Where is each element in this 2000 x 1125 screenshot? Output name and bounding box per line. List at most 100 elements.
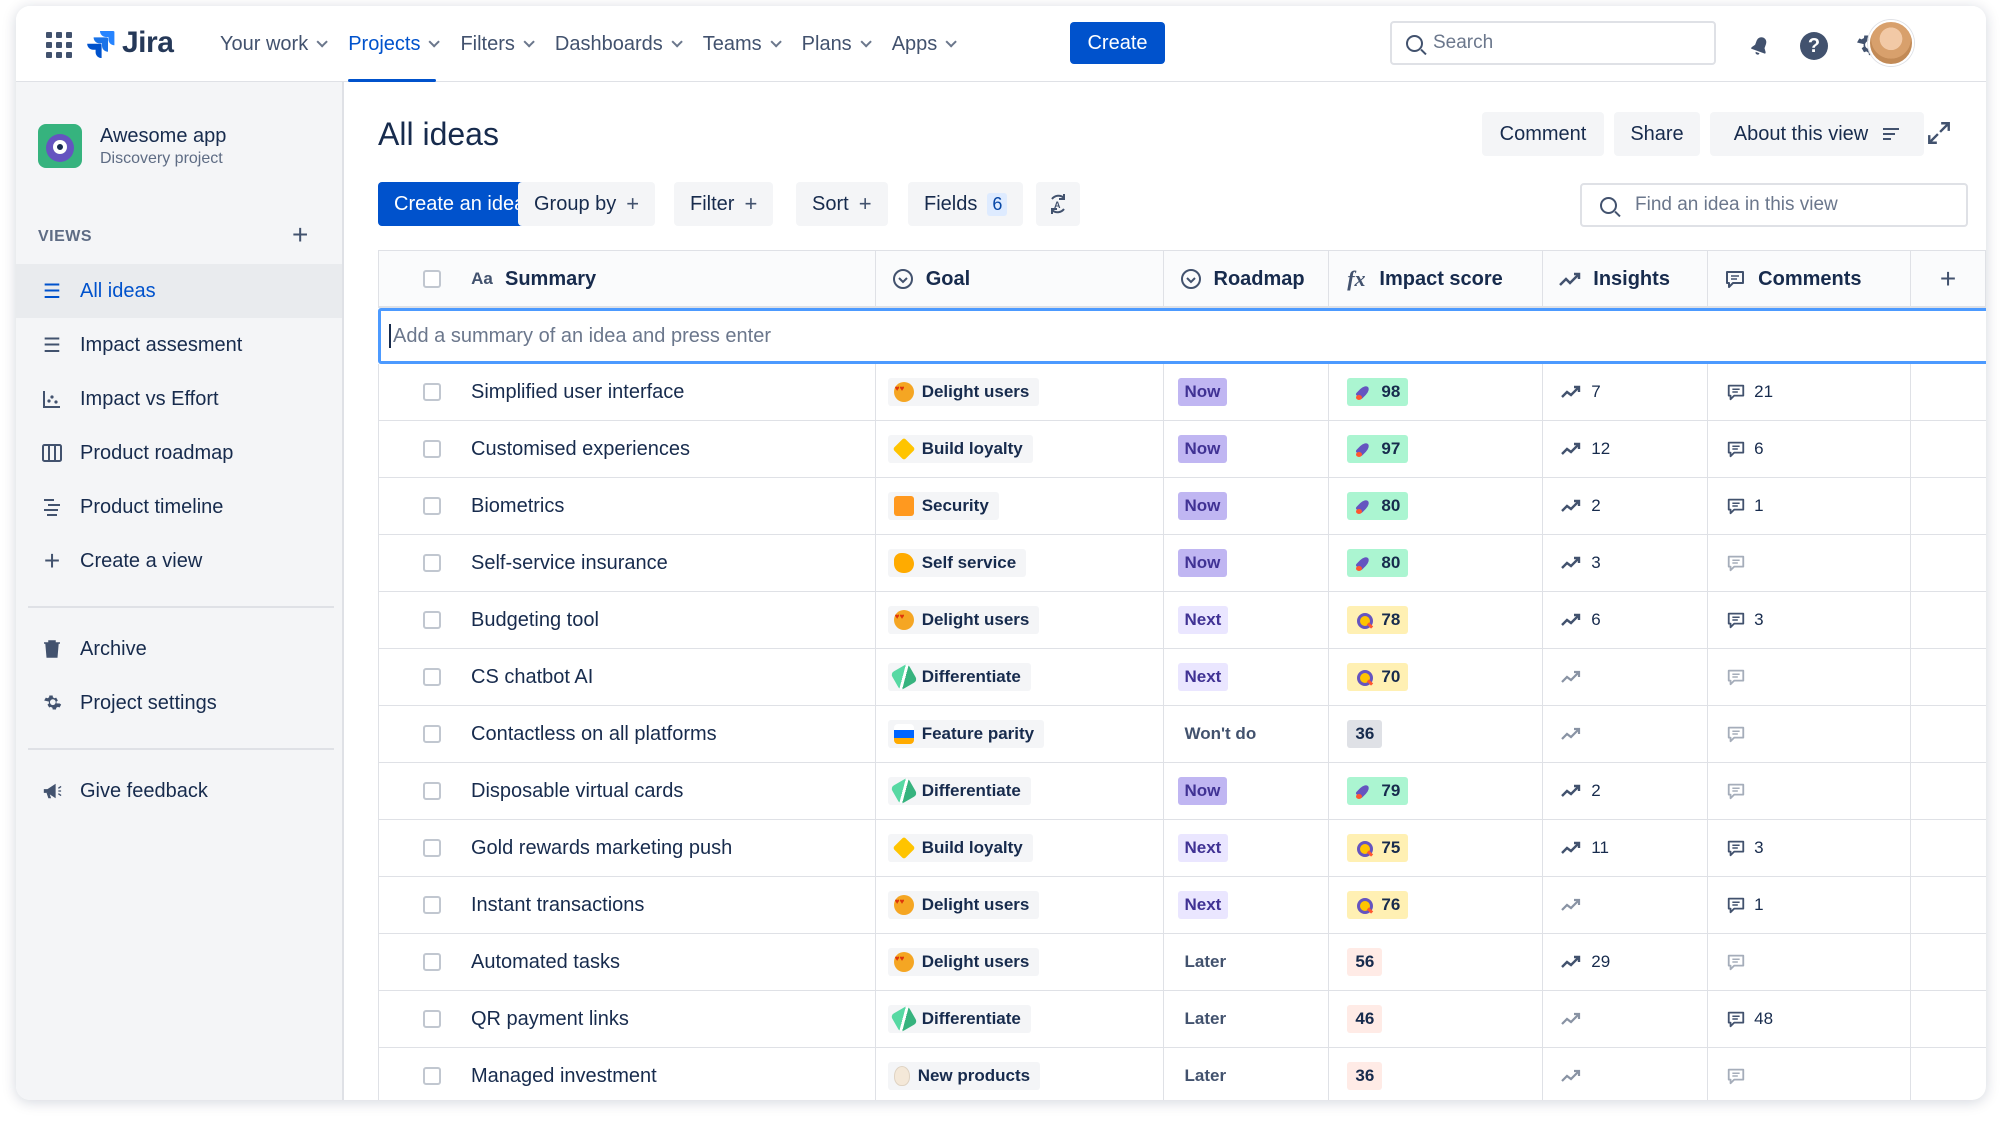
create-idea-button[interactable]: Create an idea	[378, 182, 542, 226]
summary-cell[interactable]: Customised experiences	[379, 421, 876, 477]
insights-cell[interactable]: 12	[1543, 421, 1709, 477]
fields-button[interactable]: Fields 6	[908, 182, 1024, 226]
summary-cell[interactable]: Automated tasks	[379, 934, 876, 990]
row-checkbox[interactable]	[423, 725, 441, 743]
goal-cell[interactable]: Delight users	[876, 592, 1164, 648]
row-checkbox[interactable]	[423, 896, 441, 914]
insights-cell[interactable]	[1543, 877, 1709, 933]
goal-cell[interactable]: Delight users	[876, 877, 1164, 933]
menu-projects[interactable]: Projects	[336, 6, 448, 82]
summary-cell[interactable]: Managed investment	[379, 1048, 876, 1100]
create-button[interactable]: Create	[1070, 22, 1165, 64]
goal-cell[interactable]: Build loyalty	[876, 820, 1164, 876]
idea-summary[interactable]: CS chatbot AI	[471, 665, 594, 688]
idea-summary[interactable]: Contactless on all platforms	[471, 722, 717, 745]
table-row[interactable]: Simplified user interface Delight users No…	[378, 364, 1986, 421]
idea-summary[interactable]: Instant transactions	[471, 893, 645, 916]
select-all-checkbox[interactable]	[423, 270, 441, 288]
column-impact-score[interactable]: fx Impact score	[1329, 251, 1544, 307]
sidebar-item-all-ideas[interactable]: ☰ All ideas	[16, 264, 342, 318]
help-icon[interactable]: ?	[1800, 32, 1828, 60]
goal-cell[interactable]: Differentiate	[876, 649, 1164, 705]
comments-cell[interactable]: 1	[1708, 478, 1912, 534]
table-row[interactable]: Managed investment New products Later 36	[378, 1048, 1986, 1100]
comments-cell[interactable]: 1	[1708, 877, 1912, 933]
table-row[interactable]: Customised experiences Build loyalty Now 97…	[378, 421, 1986, 478]
table-row[interactable]: CS chatbot AI Differentiate Next 70	[378, 649, 1986, 706]
roadmap-cell[interactable]: Next	[1164, 877, 1330, 933]
comments-cell[interactable]: 3	[1708, 592, 1912, 648]
goal-cell[interactable]: Delight users	[876, 364, 1164, 420]
table-row[interactable]: Automated tasks Delight users Later 56 29	[378, 934, 1986, 991]
menu-dashboards[interactable]: Dashboards	[543, 6, 691, 82]
comments-cell[interactable]: 48	[1708, 991, 1912, 1047]
comments-cell[interactable]	[1708, 535, 1912, 591]
insights-cell[interactable]: 6	[1543, 592, 1709, 648]
sidebar-item-project-settings[interactable]: Project settings	[16, 676, 342, 730]
row-checkbox[interactable]	[423, 554, 441, 572]
roadmap-cell[interactable]: Now	[1164, 421, 1330, 477]
idea-summary[interactable]: Budgeting tool	[471, 608, 599, 631]
idea-summary[interactable]: Self-service insurance	[471, 551, 668, 574]
column-insights[interactable]: Insights	[1543, 251, 1709, 307]
insights-cell[interactable]	[1543, 706, 1709, 762]
idea-summary[interactable]: Gold rewards marketing push	[471, 836, 733, 859]
sidebar-item-product-timeline[interactable]: Product timeline	[16, 480, 342, 534]
insights-cell[interactable]: 2	[1543, 763, 1709, 819]
row-checkbox[interactable]	[423, 440, 441, 458]
summary-cell[interactable]: Contactless on all platforms	[379, 706, 876, 762]
add-column-button[interactable]: +	[1911, 251, 1985, 307]
comments-cell[interactable]: 3	[1708, 820, 1912, 876]
project-header[interactable]: Awesome app Discovery project	[38, 124, 226, 168]
impact-score-cell[interactable]: 79	[1329, 763, 1544, 819]
row-checkbox[interactable]	[423, 383, 441, 401]
insights-cell[interactable]: 3	[1543, 535, 1709, 591]
summary-cell[interactable]: Biometrics	[379, 478, 876, 534]
table-row[interactable]: QR payment links Differentiate Later 46 48	[378, 991, 1986, 1048]
group-by-button[interactable]: Group by +	[518, 182, 656, 226]
table-row[interactable]: Self-service insurance Self service Now 80 3	[378, 535, 1986, 592]
insights-cell[interactable]: 7	[1543, 364, 1709, 420]
idea-summary[interactable]: Biometrics	[471, 494, 565, 517]
comment-button[interactable]: Comment	[1482, 112, 1604, 156]
impact-score-cell[interactable]: 70	[1329, 649, 1544, 705]
column-summary[interactable]: Aa Summary	[379, 251, 876, 307]
goal-cell[interactable]: New products	[876, 1048, 1164, 1100]
summary-cell[interactable]: CS chatbot AI	[379, 649, 876, 705]
roadmap-cell[interactable]: Later	[1164, 991, 1330, 1047]
roadmap-cell[interactable]: Next	[1164, 592, 1330, 648]
impact-score-cell[interactable]: 78	[1329, 592, 1544, 648]
row-checkbox[interactable]	[423, 782, 441, 800]
share-button[interactable]: Share	[1614, 112, 1700, 156]
comments-cell[interactable]	[1708, 706, 1912, 762]
comments-cell[interactable]	[1708, 934, 1912, 990]
impact-score-cell[interactable]: 98	[1329, 364, 1544, 420]
row-checkbox[interactable]	[423, 953, 441, 971]
roadmap-cell[interactable]: Now	[1164, 763, 1330, 819]
column-goal[interactable]: Goal	[876, 251, 1164, 307]
roadmap-cell[interactable]: Later	[1164, 1048, 1330, 1100]
comments-cell[interactable]: 21	[1708, 364, 1912, 420]
fullscreen-icon[interactable]	[1926, 120, 1952, 146]
summary-cell[interactable]: Instant transactions	[379, 877, 876, 933]
idea-summary[interactable]: Automated tasks	[471, 950, 620, 973]
find-idea-input[interactable]: Find an idea in this view	[1580, 183, 1968, 227]
user-avatar[interactable]	[1868, 20, 1914, 66]
sidebar-item-product-roadmap[interactable]: Product roadmap	[16, 426, 342, 480]
summary-cell[interactable]: Disposable virtual cards	[379, 763, 876, 819]
autosave-toggle[interactable]: A	[1036, 182, 1080, 226]
comments-cell[interactable]	[1708, 649, 1912, 705]
impact-score-cell[interactable]: 36	[1329, 1048, 1544, 1100]
column-roadmap[interactable]: Roadmap	[1164, 251, 1330, 307]
impact-score-cell[interactable]: 80	[1329, 535, 1544, 591]
roadmap-cell[interactable]: Next	[1164, 820, 1330, 876]
table-row[interactable]: Instant transactions Delight users Next 76 1	[378, 877, 1986, 934]
goal-cell[interactable]: Delight users	[876, 934, 1164, 990]
sidebar-item-give-feedback[interactable]: Give feedback	[16, 764, 342, 818]
jira-logo[interactable]: Jira	[86, 26, 174, 60]
sidebar-item-impact-assesment[interactable]: ☰ Impact assesment	[16, 318, 342, 372]
summary-cell[interactable]: QR payment links	[379, 991, 876, 1047]
sidebar-item-create-view[interactable]: + Create a view	[16, 534, 342, 588]
row-checkbox[interactable]	[423, 668, 441, 686]
row-checkbox[interactable]	[423, 611, 441, 629]
